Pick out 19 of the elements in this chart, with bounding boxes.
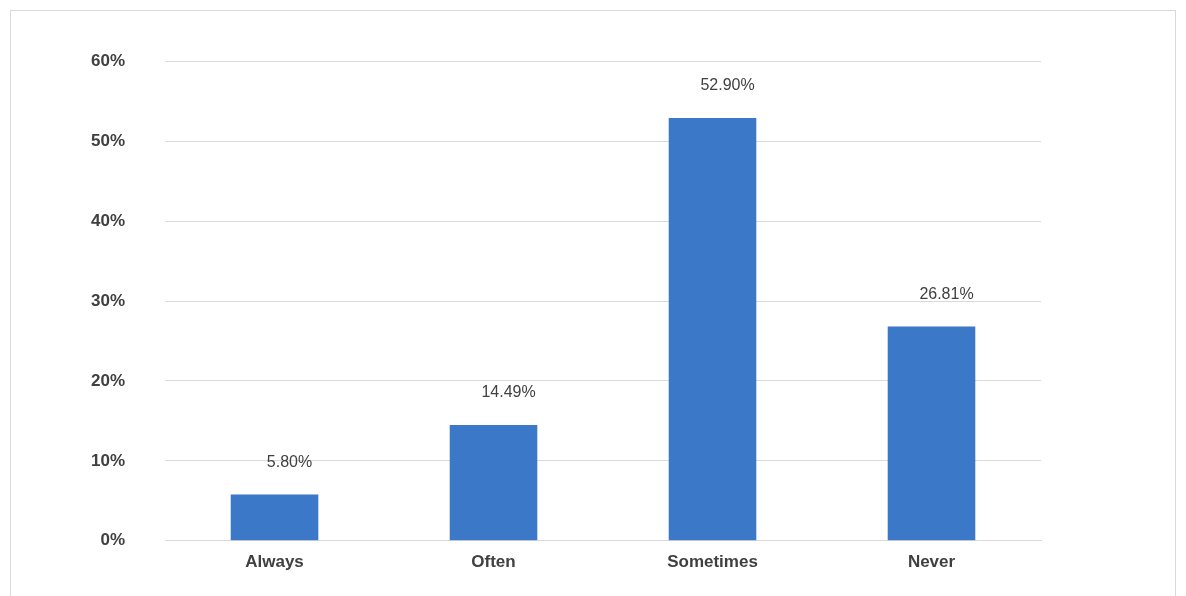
data-label: 5.80% [266,452,313,470]
data-label: 26.81% [919,284,974,302]
bar [887,326,976,541]
data-label: 14.49% [481,383,536,401]
y-tick-label: 20% [90,370,126,390]
bar [449,424,538,541]
x-tick-label: Often [471,551,516,571]
x-tick-label: Always [245,551,304,571]
y-tick-label: 10% [90,450,126,470]
x-tick-label: Sometimes [667,551,758,571]
y-tick-label: 30% [90,290,126,310]
y-tick-label: 40% [90,210,126,230]
bar [668,117,757,541]
bar [230,494,319,541]
x-tick-label: Never [907,551,956,571]
y-tick-label: 60% [90,50,126,70]
y-tick-label: 50% [90,130,126,150]
y-tick-label: 0% [100,530,126,550]
data-label: 52.90% [700,76,755,94]
